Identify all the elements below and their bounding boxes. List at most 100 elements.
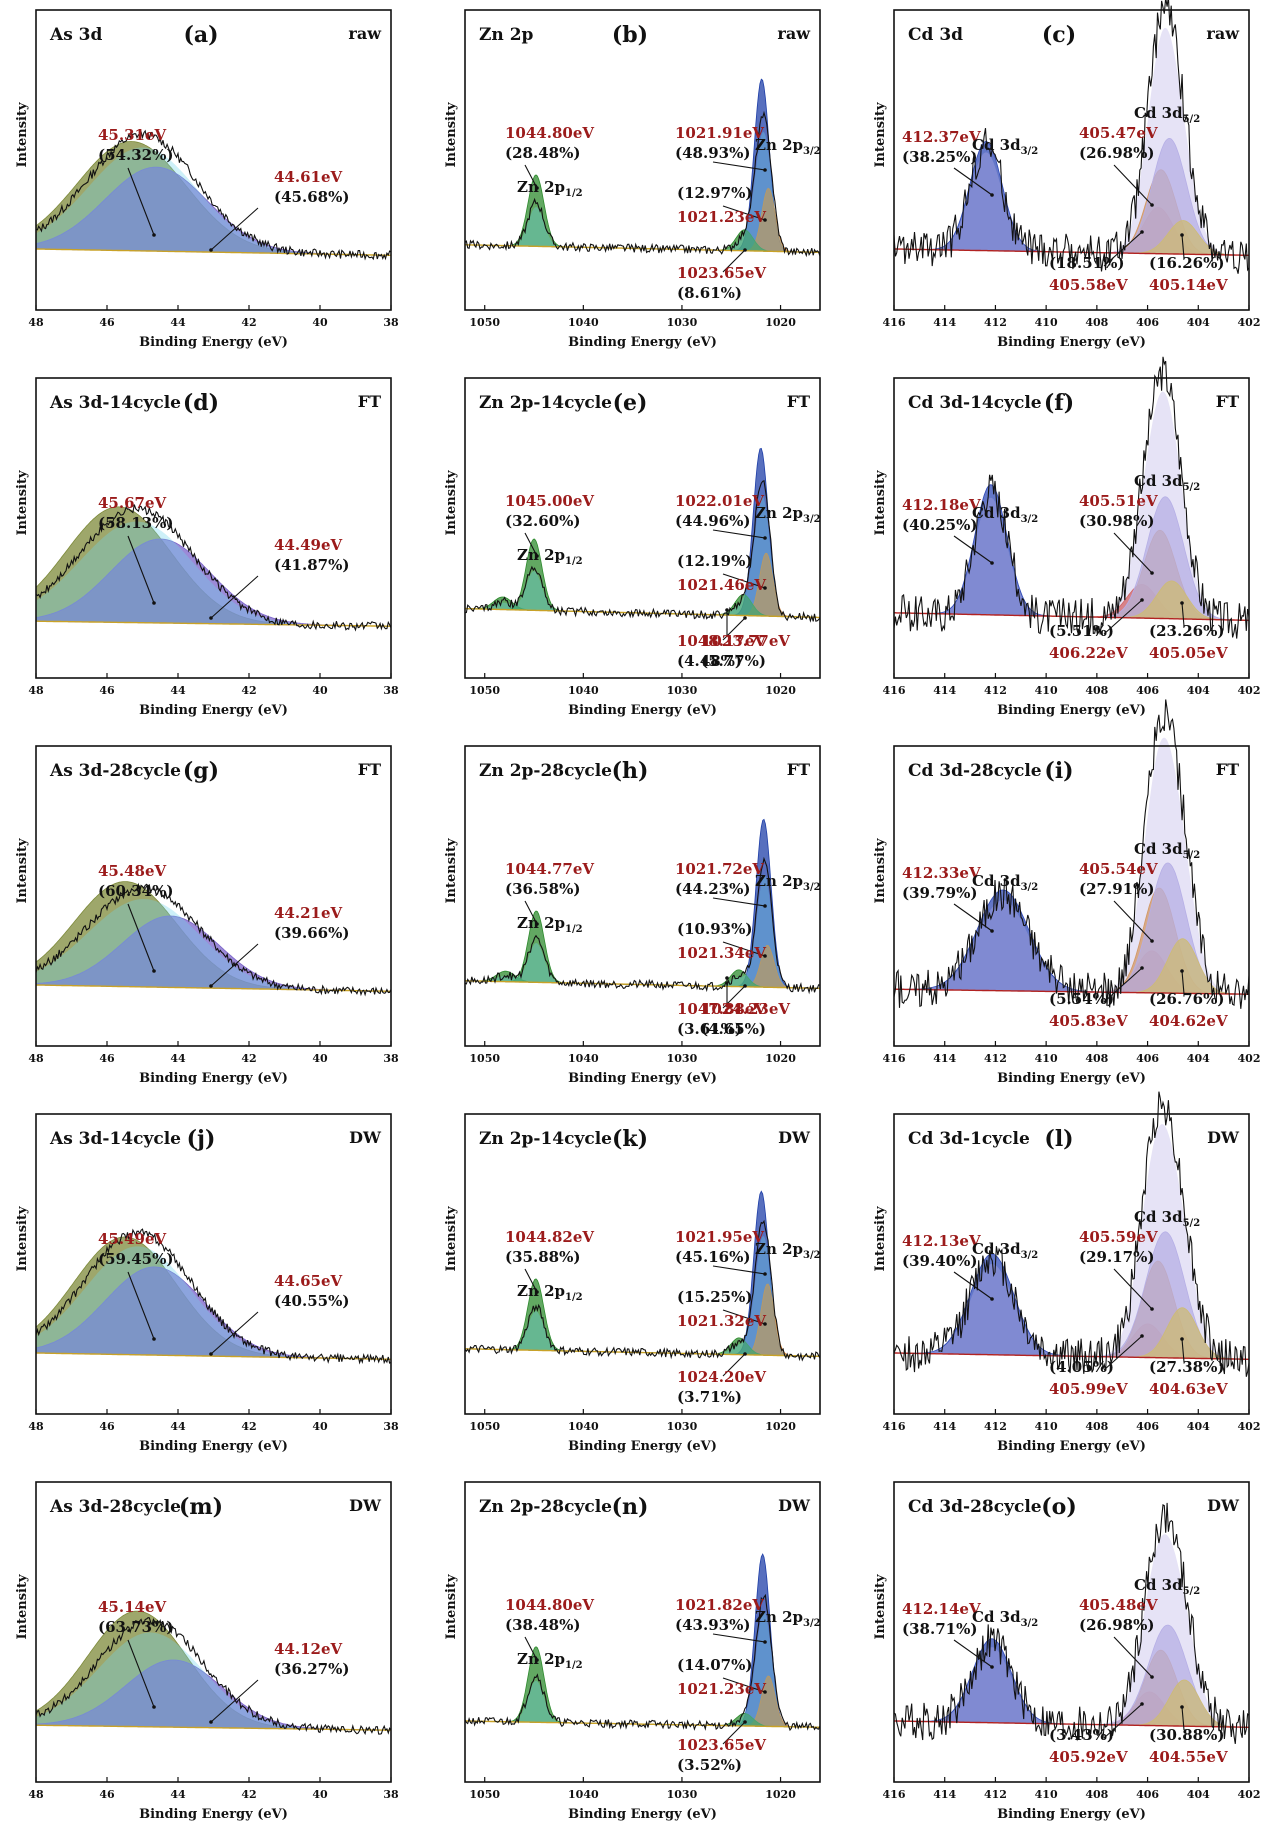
annotation-energy-o-1: 405.48eV [1079, 1596, 1158, 1614]
x-axis-label-e: Binding Energy (eV) [568, 703, 717, 718]
y-axis-label-l: Intensity [873, 1206, 888, 1272]
annotation-arrowhead-h-2 [763, 954, 767, 958]
peak-label-o-1: Cd 3d5/2 [1134, 1576, 1200, 1597]
annotation-percent-j-0: (59.45%) [98, 1250, 173, 1268]
annotation-energy-n-3: 1023.65eV [677, 1736, 766, 1754]
plot-frame-a [35, 9, 392, 311]
annotation-percent-d-1: (41.87%) [274, 556, 349, 574]
annotation-arrowhead-b-0 [535, 186, 539, 190]
tick-label-o-6: 404 [1187, 1788, 1210, 1801]
annotation-energy-e-3: 1048.17eV [677, 632, 766, 650]
annotation-arrow-h-1 [712, 897, 766, 907]
tick-label-i-6: 404 [1187, 1052, 1210, 1065]
raw-spectrum-n [464, 1593, 821, 1732]
tick-label-f-4: 408 [1085, 684, 1108, 697]
annotation-arrowhead-e-2 [763, 586, 767, 590]
annotation-arrowhead-o-3 [1180, 1705, 1184, 1709]
annotation-arrow-i-3 [1181, 970, 1185, 995]
panel-title-k: Zn 2p-14cycle [479, 1129, 612, 1149]
tick-label-f-5: 406 [1136, 684, 1159, 697]
y-axis-label-g: Intensity [15, 838, 30, 904]
chart-g: 48 46 44 42 40 38 Binding Energy (eV) Intensity… [15, 745, 399, 1086]
plot-frame-l [893, 1113, 1250, 1415]
tick-label-l-6: 404 [1187, 1420, 1210, 1433]
x-axis-label-b: Binding Energy (eV) [568, 335, 717, 350]
annotation-energy-d-0: 45.67eV [98, 494, 167, 512]
annotation-arrowhead-e-1 [763, 536, 767, 540]
plot-frame-f [893, 377, 1250, 679]
chart-c: 416 414 412 410 408 406 404 402 Binding Energy (… [873, 0, 1260, 350]
tick-label-n-3: 1020 [765, 1788, 796, 1801]
annotation-arrowhead-l-2 [1140, 1334, 1144, 1338]
tick-label-d-2: 44 [170, 684, 186, 697]
annotation-energy-b-1: 1021.91eV [675, 124, 764, 142]
annotation-arrowhead-g-0 [152, 969, 156, 973]
peak-label-b-0: Zn 2p1/2 [517, 178, 583, 199]
annotation-energy-b-2: 1021.23eV [677, 208, 766, 226]
annotation-percent-a-0: (54.32%) [98, 146, 173, 164]
tick-label-o-2: 412 [984, 1788, 1007, 1801]
annotation-percent-m-1: (36.27%) [274, 1660, 349, 1678]
annotation-energy-i-3: 404.62eV [1149, 1012, 1228, 1030]
envelope-h [465, 874, 820, 989]
panel-k: 1050 1040 1030 1020 Binding Energy (eV) Inten… [437, 1108, 832, 1454]
tick-label-c-4: 408 [1085, 316, 1108, 329]
tick-label-b-3: 1020 [765, 316, 796, 329]
annotation-percent-o-0: (38.71%) [902, 1620, 977, 1638]
annotation-arrow-n-2 [722, 1677, 766, 1693]
annotation-percent-f-1: (30.98%) [1079, 512, 1154, 530]
chart-h: 1050 1040 1030 1020 Binding Energy (eV) Inten… [444, 745, 821, 1086]
annotation-energy-b-0: 1044.80eV [505, 124, 594, 142]
annotation-energy-o-0: 412.14eV [902, 1600, 981, 1618]
annotation-energy-e-0: 1045.00eV [505, 492, 594, 510]
tick-label-h-3: 1020 [765, 1052, 796, 1065]
tick-label-c-1: 414 [933, 316, 956, 329]
tick-label-l-0: 416 [883, 1420, 906, 1433]
background-e [465, 607, 820, 619]
tick-label-i-2: 412 [984, 1052, 1007, 1065]
annotation-arrowhead-n-2 [763, 1690, 767, 1694]
raw-spectrum-e [464, 480, 821, 623]
chart-i: 416 414 412 410 408 406 404 402 Binding Energy (… [873, 699, 1261, 1086]
tick-label-g-0: 48 [28, 1052, 44, 1065]
tick-label-a-1: 46 [99, 316, 115, 329]
annotation-percent-n-3: (3.52%) [677, 1756, 742, 1774]
annotation-arrow-j-0 [127, 1271, 155, 1340]
panel-letter-n: (n) [612, 1494, 649, 1520]
annotation-percent-a-1: (45.68%) [274, 188, 349, 206]
annotation-energy-k-3: 1024.20eV [677, 1368, 766, 1386]
tick-label-n-2: 1030 [667, 1788, 698, 1801]
annotation-arrow-k-2 [722, 1309, 766, 1325]
annotation-arrowhead-h-4 [725, 976, 729, 980]
tick-label-l-4: 408 [1085, 1420, 1108, 1433]
x-axis-label-j: Binding Energy (eV) [139, 1439, 288, 1454]
annotation-arrowhead-i-0 [990, 929, 994, 933]
annotation-arrowhead-j-1 [209, 1352, 213, 1356]
panel-letter-d: (d) [183, 390, 219, 416]
annotation-arrow-h-3 [722, 985, 746, 1009]
annotation-percent-l-2: (4.05%) [1049, 1358, 1114, 1376]
annotation-percent-n-1: (43.93%) [675, 1616, 750, 1634]
tick-label-j-1: 46 [99, 1420, 115, 1433]
annotation-percent-g-0: (60.34%) [98, 882, 173, 900]
plot-frame-c [893, 9, 1250, 311]
plot-frame-m [35, 1481, 392, 1783]
y-axis-label-a: Intensity [15, 102, 30, 168]
chart-m: 48 46 44 42 40 38 Binding Energy (eV) Intensity… [15, 1481, 399, 1822]
panel-g: 48 46 44 42 40 38 Binding Energy (eV) Intensity… [8, 740, 403, 1086]
tick-label-l-1: 414 [933, 1420, 956, 1433]
annotation-percent-i-3: (26.76%) [1149, 990, 1224, 1008]
annotation-arrowhead-i-1 [1150, 939, 1154, 943]
tick-label-j-3: 42 [241, 1420, 256, 1433]
plot-frame-e [464, 377, 821, 679]
plot-frame-k [464, 1113, 821, 1415]
raw-spectrum-m [35, 1617, 392, 1736]
annotation-percent-e-2: (12.19%) [677, 552, 752, 570]
tick-label-i-7: 402 [1238, 1052, 1261, 1065]
background-n [465, 1720, 820, 1728]
background-b [465, 244, 821, 254]
panel-condition-a: raw [348, 24, 382, 43]
annotation-arrowhead-f-0 [990, 561, 994, 565]
panel-l: 416 414 412 410 408 406 404 402 Binding Energy (… [866, 1091, 1261, 1454]
tick-label-n-1: 1040 [568, 1788, 599, 1801]
